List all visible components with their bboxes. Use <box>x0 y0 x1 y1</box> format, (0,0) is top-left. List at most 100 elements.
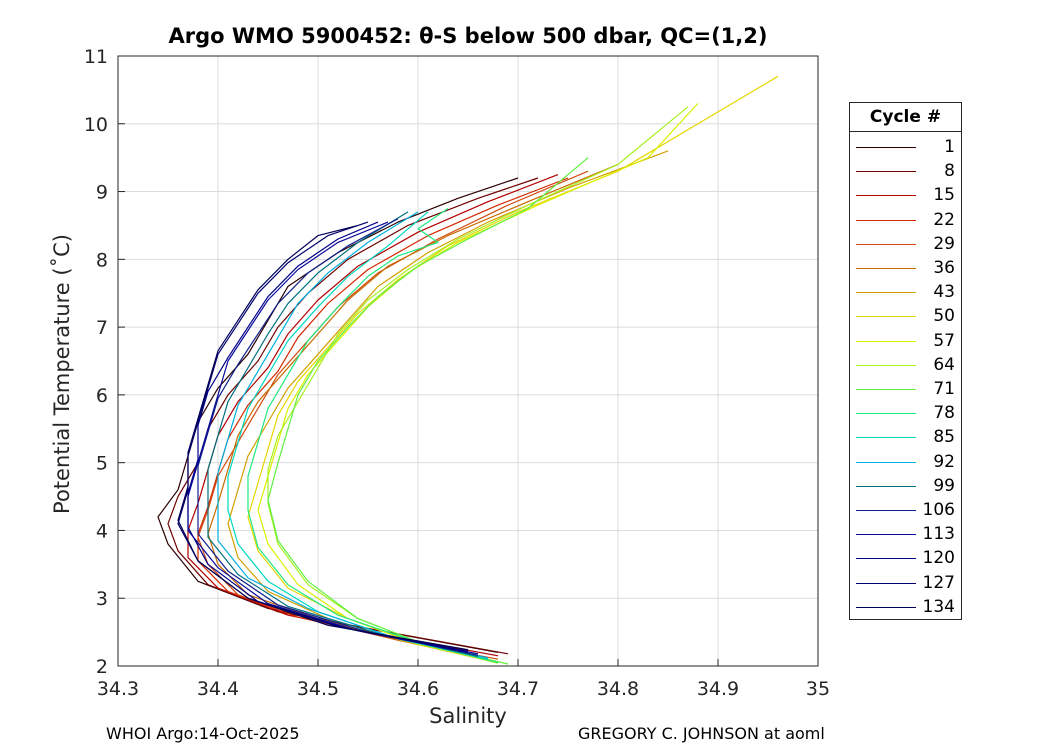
series-line-cycle-36 <box>207 163 619 660</box>
legend-label: 57 <box>933 330 955 351</box>
series-line-cycle-120 <box>187 221 469 653</box>
series-line-cycle-50 <box>247 75 779 663</box>
x-tick-label: 34.7 <box>497 678 539 700</box>
legend-label: 29 <box>933 233 955 254</box>
y-tick-label: 10 <box>84 114 108 136</box>
y-axis-label: Potential Temperature (˚C) <box>50 234 74 514</box>
legend-entry: 15 <box>850 183 961 207</box>
legend-swatch <box>856 316 916 318</box>
legend-label: 134 <box>922 596 955 617</box>
legend-entry: 71 <box>850 377 961 401</box>
legend-entry: 92 <box>850 450 961 474</box>
legend-swatch <box>856 558 916 560</box>
legend-entry: 78 <box>850 401 961 425</box>
series-line-cycle-113 <box>187 221 479 655</box>
legend-label: 127 <box>922 572 955 593</box>
series-line-cycle-106 <box>197 218 479 656</box>
y-tick-label: 8 <box>96 249 108 271</box>
axes-box <box>117 55 819 667</box>
legend-entry: 85 <box>850 425 961 449</box>
legend-swatch <box>856 268 916 269</box>
legend-entry: 127 <box>850 571 961 595</box>
legend-swatch <box>856 606 916 608</box>
legend-entry: 50 <box>850 304 961 328</box>
legend-label: 113 <box>922 524 955 545</box>
footer-credit-left: WHOI Argo:14-Oct-2025 <box>106 724 300 743</box>
legend-label: 99 <box>933 475 955 496</box>
legend-entry: 113 <box>850 522 961 546</box>
x-tick-label: 34.3 <box>97 678 139 700</box>
x-tick-label: 34.6 <box>397 678 439 700</box>
legend-entry: 36 <box>850 256 961 280</box>
x-tick-label: 34.5 <box>297 678 339 700</box>
legend-swatch <box>856 243 916 245</box>
series-line-cycle-64 <box>267 106 689 664</box>
legend-swatch <box>856 413 916 415</box>
legend-swatch <box>856 582 916 584</box>
legend-swatch <box>856 534 916 536</box>
legend: Cycle # 1 8 15 22 29 36 43 50 57 64 71 78 85 92 99 106 1… <box>849 102 962 620</box>
legend-entry: 43 <box>850 280 961 304</box>
legend-label: 36 <box>933 258 955 278</box>
legend-swatch <box>856 219 916 221</box>
legend-entry: 99 <box>850 474 961 498</box>
legend-title: Cycle # <box>850 103 961 132</box>
x-tick-label: 35 <box>806 678 830 700</box>
legend-swatch <box>856 437 916 439</box>
legend-entry: 1 <box>850 135 961 159</box>
x-axis-label: Salinity <box>429 704 507 728</box>
legend-entry: 22 <box>850 208 961 232</box>
legend-label: 15 <box>933 185 955 206</box>
y-tick-label: 9 <box>96 182 108 204</box>
x-tick-label: 34.8 <box>597 678 639 700</box>
legend-swatch <box>856 485 916 487</box>
legend-swatch <box>856 364 916 366</box>
legend-label: 64 <box>933 354 955 375</box>
legend-entry: 120 <box>850 546 961 570</box>
legend-swatch <box>856 292 916 294</box>
series-line-cycle-15 <box>187 174 559 657</box>
series-line-cycle-134 <box>177 224 469 651</box>
legend-swatch <box>856 171 916 173</box>
legend-label: 92 <box>933 451 955 472</box>
legend-label: 120 <box>922 548 955 569</box>
legend-swatch <box>856 340 916 342</box>
legend-label: 8 <box>944 161 955 182</box>
series-line-cycle-43 <box>227 150 669 662</box>
legend-label: 1 <box>944 137 955 157</box>
legend-entry: 134 <box>850 595 961 619</box>
series-line-cycle-71 <box>267 157 589 665</box>
legend-label: 85 <box>933 427 955 448</box>
legend-entry: 106 <box>850 498 961 522</box>
legend-swatch <box>856 510 916 511</box>
chart-title: Argo WMO 5900452: θ-S below 500 dbar, QC… <box>168 24 768 48</box>
y-tick-label: 4 <box>96 520 108 542</box>
x-tick-label: 34.9 <box>697 678 739 700</box>
series-line-cycle-78 <box>247 208 499 664</box>
series-line-cycle-127 <box>177 221 469 652</box>
legend-swatch <box>856 147 916 148</box>
legend-label: 22 <box>933 209 955 230</box>
legend-swatch <box>856 389 916 390</box>
legend-swatch <box>856 461 916 463</box>
series-line-cycle-85 <box>227 211 489 660</box>
series-line-cycle-92 <box>217 211 489 659</box>
legend-entry: 29 <box>850 232 961 256</box>
legend-entry: 57 <box>850 329 961 353</box>
legend-label: 43 <box>933 282 955 303</box>
series-line-cycle-57 <box>257 102 699 664</box>
x-tick-label: 34.4 <box>197 678 239 700</box>
legend-label: 106 <box>922 500 955 520</box>
y-tick-label: 2 <box>96 656 108 678</box>
y-tick-label: 5 <box>96 453 108 475</box>
legend-label: 78 <box>933 403 955 424</box>
series-lines <box>157 75 779 665</box>
legend-label: 71 <box>933 379 955 399</box>
y-tick-label: 11 <box>84 46 108 68</box>
legend-swatch <box>856 195 916 197</box>
y-tick-label: 3 <box>96 588 108 610</box>
grid <box>117 55 819 667</box>
legend-label: 50 <box>933 306 955 327</box>
